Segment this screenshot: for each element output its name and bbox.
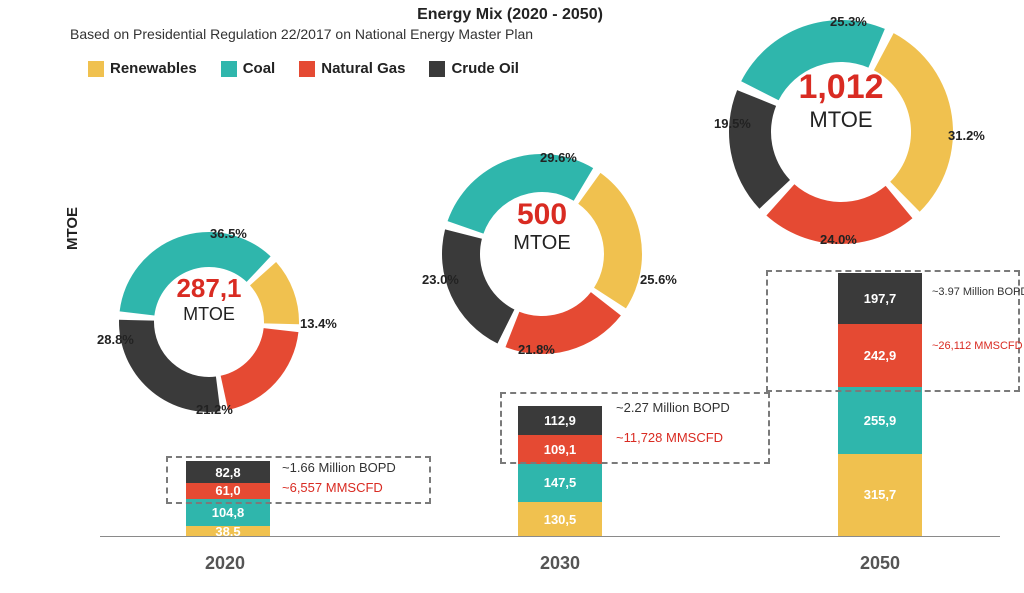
donut-slice-label: 23.0% <box>422 272 459 287</box>
legend-label: Crude Oil <box>451 60 519 77</box>
bar-segment-value: 255,9 <box>864 413 897 428</box>
legend-swatch <box>429 61 445 77</box>
legend-label: Natural Gas <box>321 60 405 77</box>
legend-item: Coal <box>221 60 276 77</box>
donut-slice <box>221 328 299 410</box>
donut-slice-label: 21.8% <box>518 342 555 357</box>
donut-slice-label: 29.6% <box>540 150 577 165</box>
donut-center: 1,012MTOE <box>771 68 911 133</box>
legend-item: Renewables <box>88 60 197 77</box>
bar-segment: 130,5 <box>518 502 602 536</box>
bar-segment-value: 315,7 <box>864 487 897 502</box>
bar-segment: 38,5 <box>186 526 270 536</box>
donut-slice-label: 25.3% <box>830 14 867 29</box>
chart-title: Energy Mix (2020 - 2050) <box>300 6 720 24</box>
donut-center: 500MTOE <box>480 198 604 255</box>
donut-slice-label: 25.6% <box>640 272 677 287</box>
donut-center-unit: MTOE <box>480 232 604 255</box>
donut-slice-label: 19.5% <box>714 116 751 131</box>
annotation-text: ~2.27 Million BOPD <box>616 400 730 415</box>
annotation-text: ~11,728 MMSCFD <box>616 430 723 445</box>
donut-center: 287,1MTOE <box>154 273 264 325</box>
bar-segment: 255,9 <box>838 387 922 454</box>
legend-label: Renewables <box>110 60 197 77</box>
donut-slice-label: 36.5% <box>210 226 247 241</box>
donut-slice <box>119 320 220 412</box>
legend: Renewables Coal Natural Gas Crude Oil <box>88 60 519 77</box>
legend-item: Crude Oil <box>429 60 519 77</box>
legend-swatch <box>299 61 315 77</box>
x-axis-line <box>100 536 1000 537</box>
yaxis-label: MTOE <box>64 207 81 250</box>
donut-slice-label: 13.4% <box>300 316 337 331</box>
legend-swatch <box>221 61 237 77</box>
legend-label: Coal <box>243 60 276 77</box>
annotation-text: ~6,557 MMSCFD <box>282 480 383 495</box>
legend-swatch <box>88 61 104 77</box>
bar-segment: 315,7 <box>838 454 922 536</box>
year-label: 2020 <box>205 553 245 574</box>
chart-subtitle: Based on Presidential Regulation 22/2017… <box>70 26 533 42</box>
annotation-text: ~1.66 Million BOPD <box>282 460 396 475</box>
bar-segment-value: 104,8 <box>212 505 245 520</box>
bar-segment: 147,5 <box>518 464 602 502</box>
bar-segment-value: 147,5 <box>544 475 577 490</box>
donut-center-unit: MTOE <box>154 304 264 325</box>
donut-slice-label: 28.8% <box>97 332 134 347</box>
donut-slice-label: 31.2% <box>948 128 985 143</box>
donut-center-value: 287,1 <box>154 273 264 304</box>
annotation-text: ~26,112 MMSCFD <box>932 340 1023 352</box>
year-label: 2030 <box>540 553 580 574</box>
donut-center-value: 1,012 <box>771 68 911 107</box>
bar-segment-value: 130,5 <box>544 512 577 527</box>
donut-center-value: 500 <box>480 198 604 232</box>
annotation-text: ~3.97 Million BOPD <box>932 286 1024 298</box>
year-label: 2050 <box>860 553 900 574</box>
donut-slice-label: 24.0% <box>820 232 857 247</box>
donut-center-unit: MTOE <box>771 107 911 133</box>
donut-slice-label: 21.2% <box>196 402 233 417</box>
legend-item: Natural Gas <box>299 60 405 77</box>
